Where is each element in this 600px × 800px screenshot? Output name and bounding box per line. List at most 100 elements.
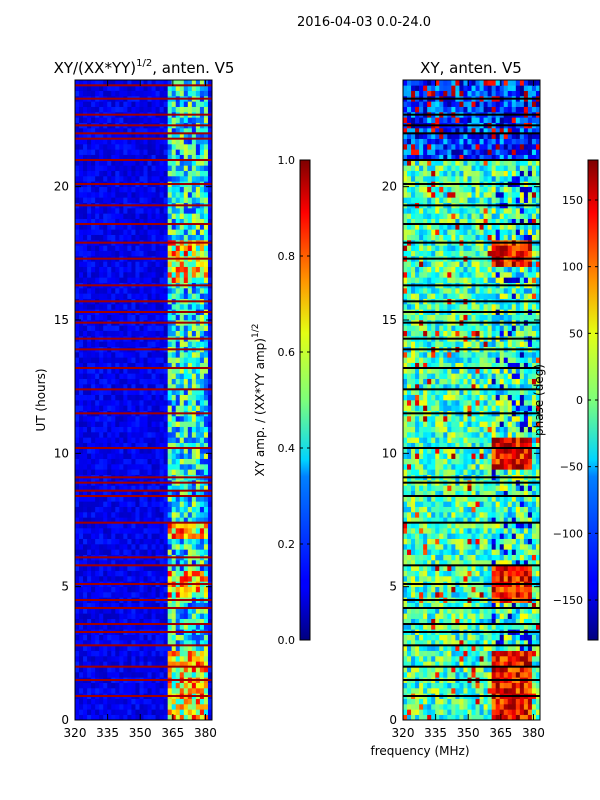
amplitude-cell bbox=[111, 133, 116, 139]
amplitude-cell bbox=[99, 672, 104, 678]
amplitude-cell bbox=[135, 565, 140, 571]
amplitude-cell bbox=[199, 85, 205, 91]
amplitude-cell bbox=[187, 400, 193, 406]
amplitude-cell bbox=[183, 682, 189, 689]
phase-cell bbox=[447, 608, 452, 614]
amplitude-cell bbox=[159, 490, 164, 497]
phase-cell bbox=[531, 661, 537, 667]
amplitude-cell bbox=[151, 517, 156, 523]
phase-cell bbox=[403, 608, 408, 614]
amplitude-cell bbox=[87, 613, 92, 619]
phase-cell bbox=[459, 714, 464, 720]
amplitude-cell bbox=[203, 426, 209, 433]
amplitude-cell bbox=[87, 234, 92, 241]
phase-cell bbox=[451, 602, 456, 609]
amplitude-cell bbox=[175, 90, 181, 97]
amplitude-cell bbox=[139, 394, 144, 401]
amplitude-cell bbox=[203, 650, 209, 657]
flagged-row-line bbox=[75, 556, 212, 559]
amplitude-cell bbox=[163, 149, 168, 155]
amplitude-cell bbox=[119, 218, 124, 225]
phase-cell bbox=[495, 592, 501, 598]
amplitude-cell bbox=[99, 288, 104, 294]
amplitude-cell bbox=[83, 357, 88, 363]
amplitude-cell bbox=[159, 442, 164, 449]
amplitude-cell bbox=[167, 117, 173, 123]
amplitude-cell bbox=[155, 277, 160, 283]
amplitude-cell bbox=[187, 608, 193, 614]
amplitude-cell bbox=[155, 586, 160, 593]
amplitude-cell bbox=[151, 277, 156, 283]
amplitude-cell bbox=[111, 192, 116, 198]
phase-cell bbox=[419, 704, 424, 710]
amplitude-cell bbox=[183, 464, 189, 470]
amplitude-cell bbox=[99, 533, 104, 539]
amplitude-cell bbox=[179, 624, 185, 630]
amplitude-cell bbox=[127, 714, 132, 720]
amplitude-cell bbox=[175, 645, 181, 651]
amplitude-cell bbox=[95, 453, 100, 459]
colorbar-tick-label: 0.6 bbox=[278, 346, 296, 359]
phase-cell bbox=[439, 698, 444, 705]
amplitude-cell bbox=[95, 528, 100, 534]
amplitude-cell bbox=[199, 437, 205, 443]
phase-cell bbox=[447, 602, 452, 609]
phase-cell bbox=[479, 613, 484, 619]
amplitude-cell bbox=[155, 293, 160, 299]
amplitude-cell bbox=[151, 656, 156, 662]
amplitude-cell bbox=[127, 634, 132, 641]
amplitude-cell bbox=[75, 592, 80, 598]
amplitude-cell bbox=[159, 277, 164, 283]
amplitude-cell bbox=[115, 165, 120, 171]
amplitude-cell bbox=[143, 645, 148, 651]
amplitude-cell bbox=[147, 421, 152, 427]
amplitude-cell bbox=[195, 101, 201, 107]
amplitude-cell bbox=[115, 496, 120, 502]
phase-cell bbox=[471, 640, 476, 646]
amplitude-cell bbox=[167, 613, 173, 619]
amplitude-cell bbox=[151, 602, 156, 609]
amplitude-cell bbox=[99, 517, 104, 523]
amplitude-cell bbox=[199, 224, 205, 230]
amplitude-cell bbox=[119, 106, 124, 113]
amplitude-cell bbox=[203, 634, 209, 641]
amplitude-cell bbox=[191, 117, 197, 123]
amplitude-cell bbox=[103, 170, 108, 177]
phase-cell bbox=[519, 624, 525, 630]
amplitude-cell bbox=[91, 672, 96, 678]
amplitude-cell bbox=[79, 464, 84, 470]
amplitude-cell bbox=[131, 544, 136, 550]
amplitude-cell bbox=[83, 426, 88, 433]
phase-cell bbox=[499, 661, 505, 667]
amplitude-cell bbox=[191, 304, 197, 310]
phase-cell bbox=[455, 613, 460, 619]
phase-cell bbox=[455, 656, 460, 662]
amplitude-cell bbox=[115, 421, 120, 427]
amplitude-cell bbox=[207, 117, 212, 123]
amplitude-cell bbox=[195, 234, 201, 241]
phase-cell bbox=[439, 602, 444, 609]
amplitude-cell bbox=[183, 101, 189, 107]
amplitude-cell bbox=[171, 512, 177, 518]
phase-cell bbox=[523, 640, 529, 646]
amplitude-cell bbox=[139, 698, 144, 705]
amplitude-cell bbox=[167, 432, 173, 438]
amplitude-cell bbox=[187, 490, 193, 497]
phase-cell bbox=[535, 592, 540, 598]
phase-cell bbox=[503, 714, 509, 720]
amplitude-cell bbox=[75, 704, 80, 710]
amplitude-cell bbox=[111, 405, 116, 411]
amplitude-cell bbox=[151, 560, 156, 566]
phase-cell bbox=[439, 640, 444, 646]
amplitude-cell bbox=[187, 565, 193, 571]
amplitude-cell bbox=[179, 661, 185, 667]
amplitude-cell bbox=[151, 501, 156, 507]
phase-cell bbox=[487, 618, 492, 625]
amplitude-cell bbox=[115, 378, 120, 385]
amplitude-cell bbox=[139, 645, 144, 651]
amplitude-cell bbox=[123, 293, 128, 299]
amplitude-cell bbox=[127, 138, 132, 145]
amplitude-cell bbox=[151, 704, 156, 710]
amplitude-cell bbox=[179, 485, 185, 491]
amplitude-cell bbox=[75, 586, 80, 593]
